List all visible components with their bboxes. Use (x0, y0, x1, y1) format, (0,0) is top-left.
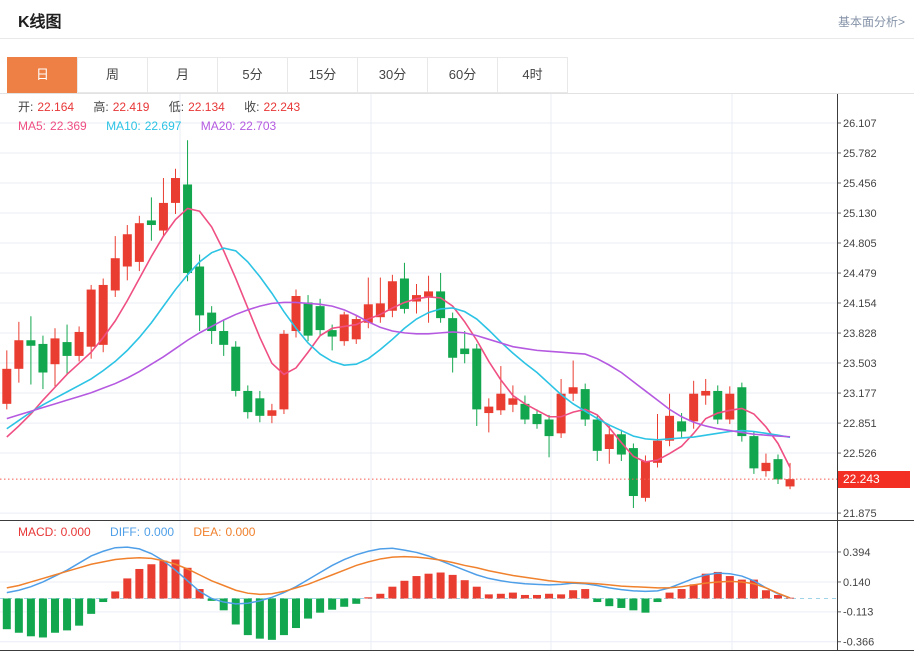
svg-text:26.107: 26.107 (843, 118, 877, 130)
svg-text:0.140: 0.140 (843, 577, 871, 589)
tab-15min[interactable]: 15分 (287, 57, 358, 93)
tab-week[interactable]: 周 (77, 57, 148, 93)
svg-text:23.503: 23.503 (843, 358, 877, 370)
tab-4hour[interactable]: 4时 (497, 57, 568, 93)
current-price-tag: 22.243 (838, 471, 910, 488)
svg-text:0.394: 0.394 (843, 547, 871, 559)
tab-30min[interactable]: 30分 (357, 57, 428, 93)
svg-text:25.782: 25.782 (843, 148, 877, 160)
svg-text:25.456: 25.456 (843, 178, 877, 190)
period-tabbar: 日 周 月 5分 15分 30分 60分 4时 (0, 57, 914, 94)
tab-5min[interactable]: 5分 (217, 57, 288, 93)
page-header: K线图 基本面分析> (0, 0, 914, 39)
kline-chart-svg: 26.107 25.782 25.456 25.130 24.805 24.479 24.1… (0, 94, 914, 651)
page-title: K线图 (18, 14, 62, 31)
svg-text:24.154: 24.154 (843, 298, 877, 310)
svg-text:25.130: 25.130 (843, 208, 877, 220)
ma-legend: MA5: 22.369 MA10: 22.697 MA20: 22.703 (18, 119, 277, 133)
svg-text:22.526: 22.526 (843, 448, 877, 460)
svg-text:23.828: 23.828 (843, 328, 877, 340)
svg-text:-0.113: -0.113 (843, 607, 873, 619)
tab-day[interactable]: 日 (7, 57, 78, 93)
macd-legend: MACD: 0.000 DIFF: 0.000 DEA: 0.000 (18, 525, 256, 539)
tab-month[interactable]: 月 (147, 57, 218, 93)
svg-text:22.851: 22.851 (843, 418, 877, 430)
ohlc-legend: 开: 22.164 高: 22.419 低: 22.134 收: 22.243 (18, 100, 301, 114)
kline-chart-canvas[interactable]: 26.107 25.782 25.456 25.130 24.805 24.479 24.1… (0, 94, 914, 652)
svg-text:24.479: 24.479 (843, 268, 877, 280)
svg-text:-0.366: -0.366 (843, 637, 874, 649)
fundamental-analysis-link[interactable]: 基本面分析> (837, 15, 905, 29)
svg-text:23.177: 23.177 (843, 388, 877, 400)
tab-60min[interactable]: 60分 (427, 57, 498, 93)
svg-text:21.875: 21.875 (843, 508, 877, 520)
svg-text:24.805: 24.805 (843, 238, 877, 250)
